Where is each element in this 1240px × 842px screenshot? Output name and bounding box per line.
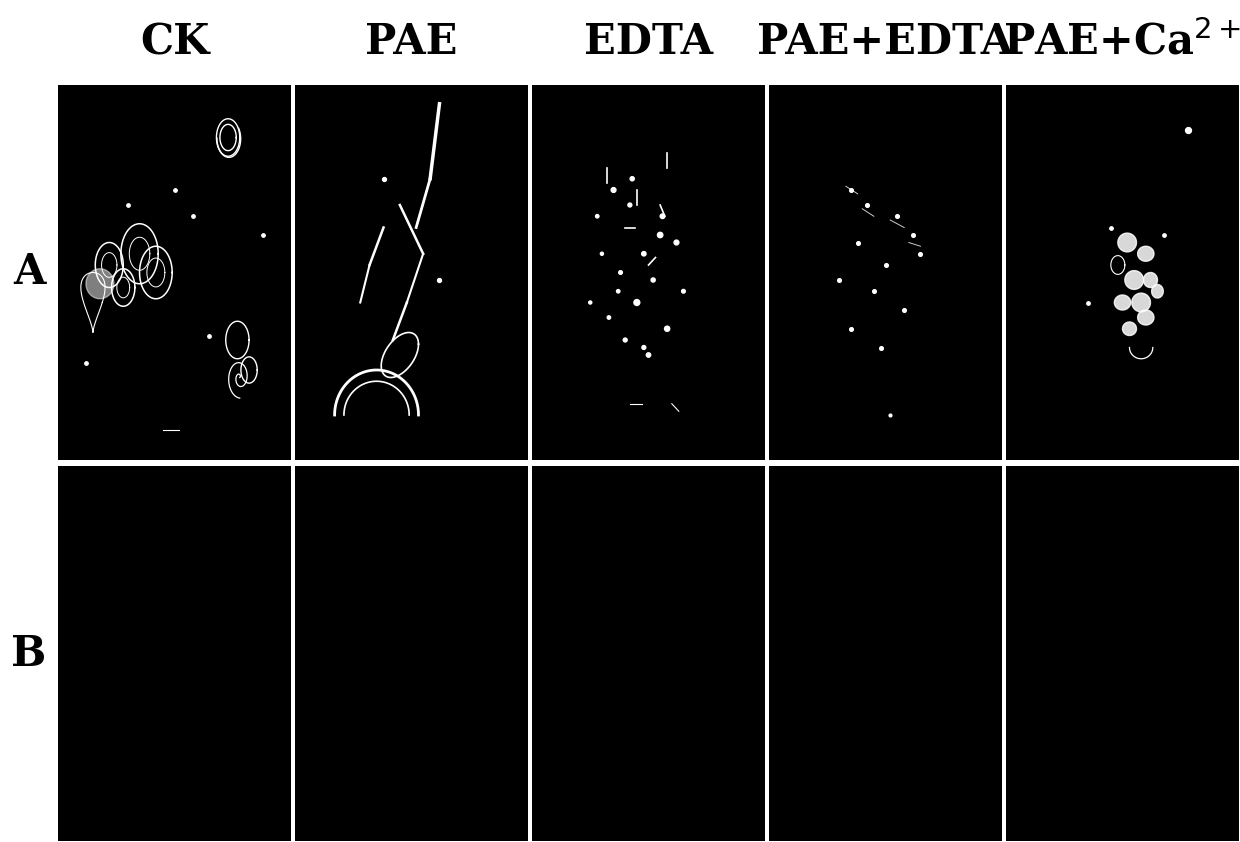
Point (639, 349, 658, 362)
Point (627, 296, 647, 309)
Point (857, 198, 877, 211)
Point (650, 228, 670, 242)
Polygon shape (1115, 295, 1131, 310)
Point (1078, 296, 1097, 309)
Point (652, 210, 672, 223)
Point (673, 285, 693, 298)
Polygon shape (1122, 322, 1137, 335)
Text: PAE: PAE (366, 22, 458, 63)
Point (657, 322, 677, 335)
Polygon shape (1117, 233, 1137, 252)
Polygon shape (1137, 246, 1154, 261)
Point (848, 236, 868, 249)
Text: PAE+EDTA: PAE+EDTA (758, 22, 1013, 63)
Polygon shape (1143, 273, 1157, 287)
Point (615, 333, 635, 347)
Point (620, 198, 640, 211)
Polygon shape (1125, 270, 1143, 290)
Text: A: A (12, 252, 45, 294)
Point (604, 184, 624, 197)
Point (870, 341, 890, 354)
Point (76, 356, 95, 370)
Text: CK: CK (140, 22, 210, 63)
Point (165, 184, 185, 197)
Point (830, 274, 849, 287)
Point (888, 210, 908, 223)
Point (864, 285, 884, 298)
Point (118, 198, 138, 211)
Point (1101, 221, 1121, 234)
Point (841, 184, 861, 197)
Point (667, 236, 687, 249)
Polygon shape (86, 269, 114, 299)
Point (610, 266, 630, 280)
Polygon shape (1137, 310, 1154, 325)
Point (894, 303, 914, 317)
Point (622, 172, 642, 185)
Point (253, 228, 273, 242)
Point (1154, 228, 1174, 242)
Polygon shape (1132, 293, 1151, 312)
Point (875, 258, 895, 272)
Text: PAE+Ca$^{2+}$: PAE+Ca$^{2+}$ (1003, 21, 1240, 64)
Point (609, 285, 629, 298)
Text: EDTA: EDTA (584, 22, 713, 63)
Point (880, 408, 900, 422)
Point (580, 296, 600, 309)
Point (644, 274, 663, 287)
Point (841, 322, 861, 335)
Text: B: B (11, 632, 47, 674)
Point (599, 311, 619, 324)
Point (200, 329, 219, 343)
Point (1178, 123, 1198, 136)
Point (634, 247, 653, 260)
Point (904, 228, 924, 242)
Point (588, 210, 608, 223)
Polygon shape (1152, 285, 1163, 298)
Point (429, 274, 449, 287)
Point (910, 247, 930, 260)
Point (373, 172, 393, 185)
Point (634, 341, 653, 354)
Point (591, 247, 611, 260)
Point (184, 210, 203, 223)
